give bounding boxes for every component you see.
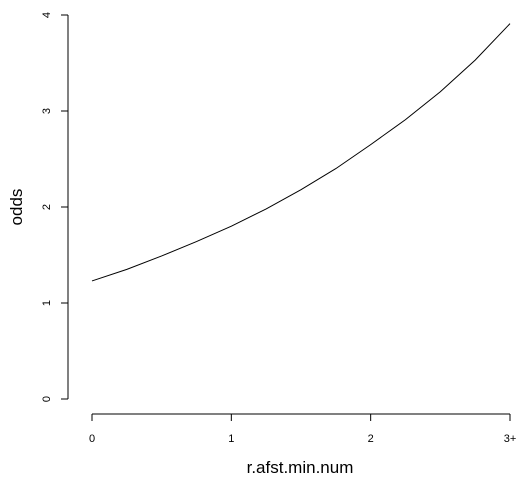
x-tick-label: 2	[368, 433, 374, 445]
y-tick-label: 0	[41, 396, 53, 402]
y-tick-label: 2	[41, 204, 53, 210]
x-tick-label: 0	[89, 433, 95, 445]
y-axis-title: odds	[7, 189, 26, 226]
odds-curve	[91, 23, 511, 282]
y-tick-label: 4	[41, 12, 53, 18]
y-axis-ticks: 0 1 2 3 4	[41, 12, 68, 402]
y-tick-label: 3	[41, 108, 53, 114]
x-axis-title: r.afst.min.num	[247, 458, 354, 477]
y-tick-label: 1	[41, 300, 53, 306]
x-tick-label: 3+	[504, 433, 516, 445]
x-tick-label: 1	[228, 433, 234, 445]
x-axis-ticks: 0 1 2 3+	[89, 414, 516, 445]
